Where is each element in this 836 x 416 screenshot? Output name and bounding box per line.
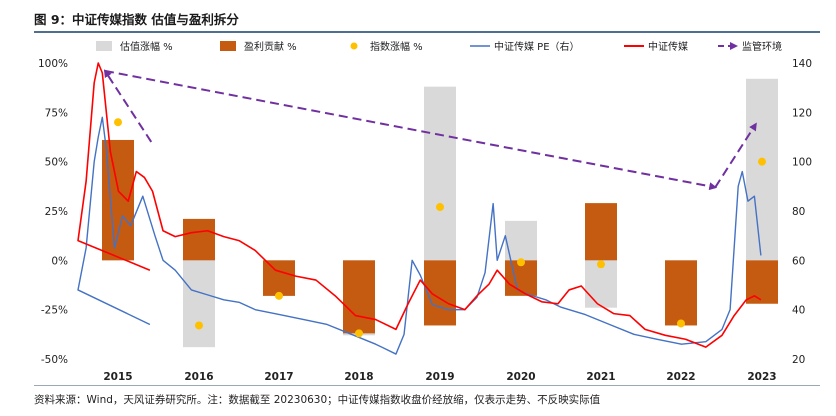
earnings-bar	[343, 260, 375, 334]
right-tick-label: 80	[792, 206, 805, 218]
left-tick-label: 100%	[38, 58, 68, 70]
index-change-dot	[597, 260, 605, 269]
x-tick-label: 2021	[586, 371, 615, 383]
earnings-bar	[424, 260, 456, 326]
x-tick-label: 2017	[264, 371, 293, 383]
x-tick-label: 2019	[425, 371, 454, 383]
legend-label: 中证传媒 PE（右）	[494, 40, 580, 53]
footer-rule	[34, 385, 820, 386]
valuation-bar	[424, 86, 456, 261]
legend-swatch	[220, 41, 236, 51]
legend-label: 监管环境	[742, 40, 782, 53]
earnings-bar	[665, 260, 697, 326]
index-dots	[114, 118, 766, 338]
left-tick-label: -50%	[41, 354, 68, 366]
chart-axes: -50% -25% 0% 25% 50% 75% 100% 20 40 60 80 100 120 140…	[38, 58, 812, 383]
left-tick-label: 0%	[51, 255, 68, 267]
index-change-dot	[677, 319, 685, 328]
earnings-bar	[183, 218, 215, 261]
figure-title: 图 9：中证传媒指数 估值与盈利拆分	[34, 12, 239, 27]
x-tick-label: 2016	[184, 371, 213, 383]
x-tick-label: 2022	[666, 371, 695, 383]
left-tick-label: 25%	[45, 206, 68, 218]
right-tick-label: 100	[792, 157, 812, 169]
valuation-bar	[183, 260, 215, 348]
x-tick-label: 2020	[506, 371, 535, 383]
right-tick-label: 140	[792, 58, 812, 70]
right-tick-label: 120	[792, 107, 812, 119]
regulation-arrow	[104, 69, 718, 191]
index-change-dot	[355, 329, 363, 338]
regulation-arrows	[103, 69, 757, 191]
source-note: 资料来源：Wind，天风证券研究所。注：数据截至 20230630；中证传媒指数…	[34, 394, 601, 406]
title-rule	[34, 31, 820, 33]
regulation-arrow	[714, 122, 757, 188]
valuation-bar	[505, 220, 537, 261]
bars	[102, 78, 778, 348]
index-change-dot	[275, 291, 283, 300]
regulation-arrow	[103, 69, 153, 143]
right-tick-label: 60	[792, 255, 805, 267]
legend-label: 估值涨幅 %	[120, 40, 173, 53]
legend-label: 中证传媒	[648, 40, 688, 53]
left-tick-label: 75%	[45, 107, 68, 119]
x-tick-label: 2015	[103, 371, 132, 383]
pe-line	[77, 116, 762, 355]
right-tick-label: 20	[792, 354, 805, 366]
legend: 估值涨幅 % 盈利贡献 % 指数涨幅 % 中证传媒 PE（右） 中证传媒 监管环境	[96, 40, 782, 53]
index-line	[77, 62, 762, 348]
earnings-bar	[585, 203, 617, 261]
legend-swatch	[96, 41, 112, 51]
index-change-dot	[195, 321, 203, 330]
index-change-dot	[758, 157, 766, 166]
left-tick-label: -25%	[41, 305, 68, 317]
x-tick-label: 2023	[747, 371, 776, 383]
lines	[77, 62, 762, 355]
valuation-bar	[746, 78, 778, 261]
legend-label: 盈利贡献 %	[244, 40, 297, 53]
index-change-dot	[114, 118, 122, 127]
left-tick-label: 50%	[45, 157, 68, 169]
legend-label: 指数涨幅 %	[370, 40, 423, 53]
right-tick-label: 40	[792, 305, 805, 317]
x-tick-label: 2018	[344, 371, 373, 383]
legend-swatch	[350, 42, 358, 50]
earnings-bar	[263, 260, 295, 296]
index-change-dot	[436, 203, 444, 212]
index-change-dot	[517, 258, 525, 267]
